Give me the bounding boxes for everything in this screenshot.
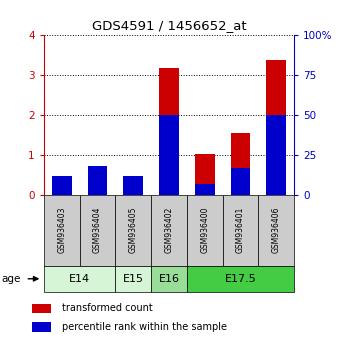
Bar [44, 195, 80, 266]
Bar [115, 195, 151, 266]
Text: GSM936400: GSM936400 [200, 207, 209, 253]
Text: GSM936406: GSM936406 [272, 207, 281, 253]
Bar [32, 304, 51, 313]
Text: transformed count: transformed count [62, 303, 152, 313]
Bar [52, 177, 72, 195]
Text: GSM936405: GSM936405 [129, 207, 138, 253]
Bar [195, 183, 215, 195]
Bar [52, 176, 72, 195]
Text: GSM936402: GSM936402 [165, 207, 173, 253]
Text: age: age [2, 274, 21, 284]
Bar [223, 195, 258, 266]
Text: GSM936404: GSM936404 [93, 207, 102, 253]
Text: E17.5: E17.5 [224, 274, 256, 284]
Bar [123, 179, 143, 195]
Bar [151, 266, 187, 292]
Text: percentile rank within the sample: percentile rank within the sample [62, 321, 227, 332]
Bar [258, 195, 294, 266]
Text: GDS4591 / 1456652_at: GDS4591 / 1456652_at [92, 19, 246, 33]
Bar [32, 322, 51, 332]
Bar [159, 115, 179, 195]
Text: GSM936403: GSM936403 [57, 207, 66, 253]
Bar [231, 133, 250, 195]
Bar [115, 266, 151, 292]
Bar [88, 170, 107, 195]
Bar [187, 195, 223, 266]
Text: E16: E16 [159, 274, 179, 284]
Bar [44, 266, 115, 292]
Bar [123, 176, 143, 195]
Bar [159, 68, 179, 195]
Bar [231, 167, 250, 195]
Bar [80, 195, 115, 266]
Text: E15: E15 [123, 274, 144, 284]
Text: E14: E14 [69, 274, 90, 284]
Bar [266, 60, 286, 195]
Bar [88, 166, 107, 195]
Bar [266, 115, 286, 195]
Bar [195, 154, 215, 195]
Bar [151, 195, 187, 266]
Text: GSM936401: GSM936401 [236, 207, 245, 253]
Bar [187, 266, 294, 292]
